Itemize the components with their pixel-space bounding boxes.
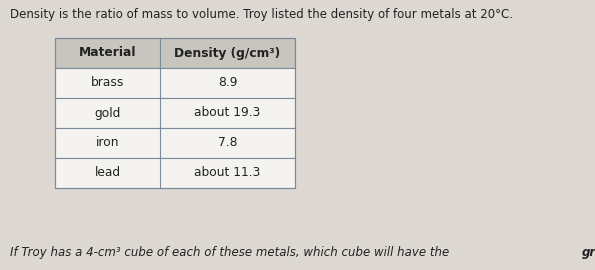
Text: lead: lead xyxy=(95,167,121,180)
Text: Density (g/cm³): Density (g/cm³) xyxy=(174,46,281,59)
Bar xyxy=(55,98,295,128)
Bar xyxy=(55,38,295,68)
Text: 7.8: 7.8 xyxy=(218,137,237,150)
Text: Material: Material xyxy=(79,46,136,59)
Text: about 19.3: about 19.3 xyxy=(195,106,261,120)
Text: iron: iron xyxy=(96,137,119,150)
Bar xyxy=(55,128,295,158)
Text: brass: brass xyxy=(91,76,124,89)
Text: 8.9: 8.9 xyxy=(218,76,237,89)
Text: If Troy has a 4-cm³ cube of each of these metals, which cube will have the: If Troy has a 4-cm³ cube of each of thes… xyxy=(10,246,453,259)
Text: gold: gold xyxy=(95,106,121,120)
Bar xyxy=(55,158,295,188)
Bar xyxy=(55,68,295,98)
Text: Density is the ratio of mass to volume. Troy listed the density of four metals a: Density is the ratio of mass to volume. … xyxy=(10,8,513,21)
Text: greatest: greatest xyxy=(582,246,595,259)
Bar xyxy=(55,38,295,188)
Text: about 11.3: about 11.3 xyxy=(195,167,261,180)
